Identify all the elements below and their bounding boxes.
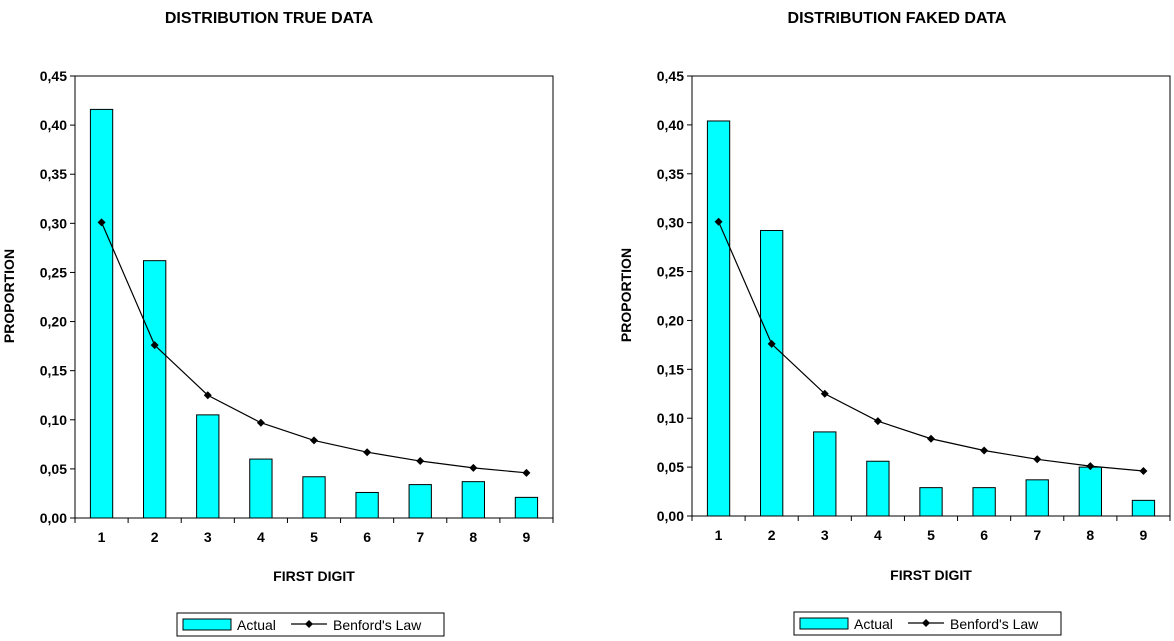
y-tick-label: 0,05 xyxy=(657,459,684,475)
point-benford xyxy=(714,217,723,226)
x-tick-label: 8 xyxy=(469,529,477,545)
legend-label-benford: Benford's Law xyxy=(333,617,422,633)
x-axis-label: FIRST DIGIT xyxy=(273,568,355,584)
bar-actual xyxy=(143,260,167,519)
legend-label-benford: Benford's Law xyxy=(950,616,1039,632)
point-benford xyxy=(469,463,478,472)
y-tick-label: 0,20 xyxy=(40,314,67,330)
legend: Actual Benford's Law xyxy=(176,612,445,637)
point-benford xyxy=(416,457,425,466)
y-tick-label: 0,35 xyxy=(657,166,684,182)
point-benford xyxy=(980,446,989,455)
legend-marker-benford xyxy=(922,619,930,627)
x-axis-label: FIRST DIGIT xyxy=(890,567,972,583)
point-benford xyxy=(363,448,372,457)
legend-label-actual: Actual xyxy=(237,617,276,633)
x-tick-label: 6 xyxy=(980,527,988,543)
chart-true-data: DISTRIBUTION TRUE DATA PROPORTION FIRST … xyxy=(1,10,554,637)
chart-title: DISTRIBUTION TRUE DATA xyxy=(165,10,374,27)
y-axis-label: PROPORTION xyxy=(618,248,634,342)
point-benford xyxy=(927,434,935,443)
x-tick-label: 9 xyxy=(1140,527,1148,543)
x-tick-label: 9 xyxy=(523,529,531,545)
point-benford xyxy=(203,391,212,400)
x-tick-label: 4 xyxy=(257,529,265,545)
y-tick-label: 0,10 xyxy=(657,410,684,426)
y-tick-label: 0,00 xyxy=(657,508,684,524)
bar-actual xyxy=(302,476,326,519)
bar-actual xyxy=(514,496,539,519)
x-tick-label: 8 xyxy=(1086,527,1094,543)
x-tick-label: 5 xyxy=(310,529,318,545)
chart-title: DISTRIBUTION FAKED DATA xyxy=(788,10,1007,27)
x-tick-label: 7 xyxy=(416,529,424,545)
x-tick-label: 4 xyxy=(874,527,882,543)
x-tick-label: 6 xyxy=(363,529,371,545)
bar-actual xyxy=(1131,499,1156,517)
x-tick-label: 7 xyxy=(1033,527,1041,543)
bar-actual xyxy=(813,431,837,517)
bar-actual xyxy=(706,120,731,517)
y-tick-label: 0,45 xyxy=(657,68,684,84)
y-tick-label: 0,30 xyxy=(657,215,684,231)
bar-actual xyxy=(1025,479,1049,517)
bar-actual xyxy=(919,487,943,517)
bar-actual xyxy=(89,108,114,519)
legend-swatch-actual xyxy=(182,618,232,631)
point-benford xyxy=(767,339,776,348)
legend-swatch-actual xyxy=(799,617,849,630)
legend: Actual Benford's Law xyxy=(793,611,1062,636)
point-benford xyxy=(1033,455,1042,464)
y-tick-label: 0,25 xyxy=(40,264,67,280)
point-benford xyxy=(873,417,882,426)
bar-actual xyxy=(461,481,485,519)
bar-actual xyxy=(196,414,220,519)
point-benford xyxy=(820,389,829,398)
y-tick-label: 0,15 xyxy=(657,361,684,377)
y-tick-label: 0,15 xyxy=(40,363,67,379)
bar-actual xyxy=(249,458,273,519)
point-benford xyxy=(256,418,265,427)
bar-actual xyxy=(408,484,432,519)
bar-actual xyxy=(972,487,996,517)
x-tick-label: 2 xyxy=(768,527,776,543)
legend-label-actual: Actual xyxy=(854,616,893,632)
point-benford xyxy=(310,436,318,445)
bar-actual xyxy=(760,229,784,517)
point-benford xyxy=(522,468,531,477)
y-axis-label: PROPORTION xyxy=(1,249,17,343)
y-tick-label: 0,25 xyxy=(657,264,684,280)
x-tick-label: 1 xyxy=(715,527,723,543)
y-tick-label: 0,40 xyxy=(40,117,67,133)
x-tick-label: 2 xyxy=(151,529,159,545)
point-benford xyxy=(97,218,106,227)
x-tick-label: 3 xyxy=(204,529,212,545)
point-benford xyxy=(150,341,159,350)
bar-actual xyxy=(1078,466,1102,517)
y-tick-label: 0,35 xyxy=(40,166,67,182)
y-tick-label: 0,45 xyxy=(40,68,67,84)
point-benford xyxy=(1139,467,1148,476)
point-benford xyxy=(1086,462,1095,471)
x-tick-label: 5 xyxy=(927,527,935,543)
legend-marker-benford xyxy=(305,620,313,628)
x-tick-label: 3 xyxy=(821,527,829,543)
y-tick-label: 0,20 xyxy=(657,312,684,328)
y-tick-label: 0,30 xyxy=(40,215,67,231)
y-tick-label: 0,05 xyxy=(40,461,67,477)
y-tick-label: 0,40 xyxy=(657,117,684,133)
bar-actual xyxy=(355,491,379,519)
bar-actual xyxy=(866,460,890,517)
y-tick-label: 0,10 xyxy=(40,412,67,428)
x-tick-label: 1 xyxy=(98,529,106,545)
chart-faked-data: DISTRIBUTION FAKED DATA PROPORTION FIRST… xyxy=(618,10,1171,636)
y-tick-label: 0,00 xyxy=(40,510,67,526)
